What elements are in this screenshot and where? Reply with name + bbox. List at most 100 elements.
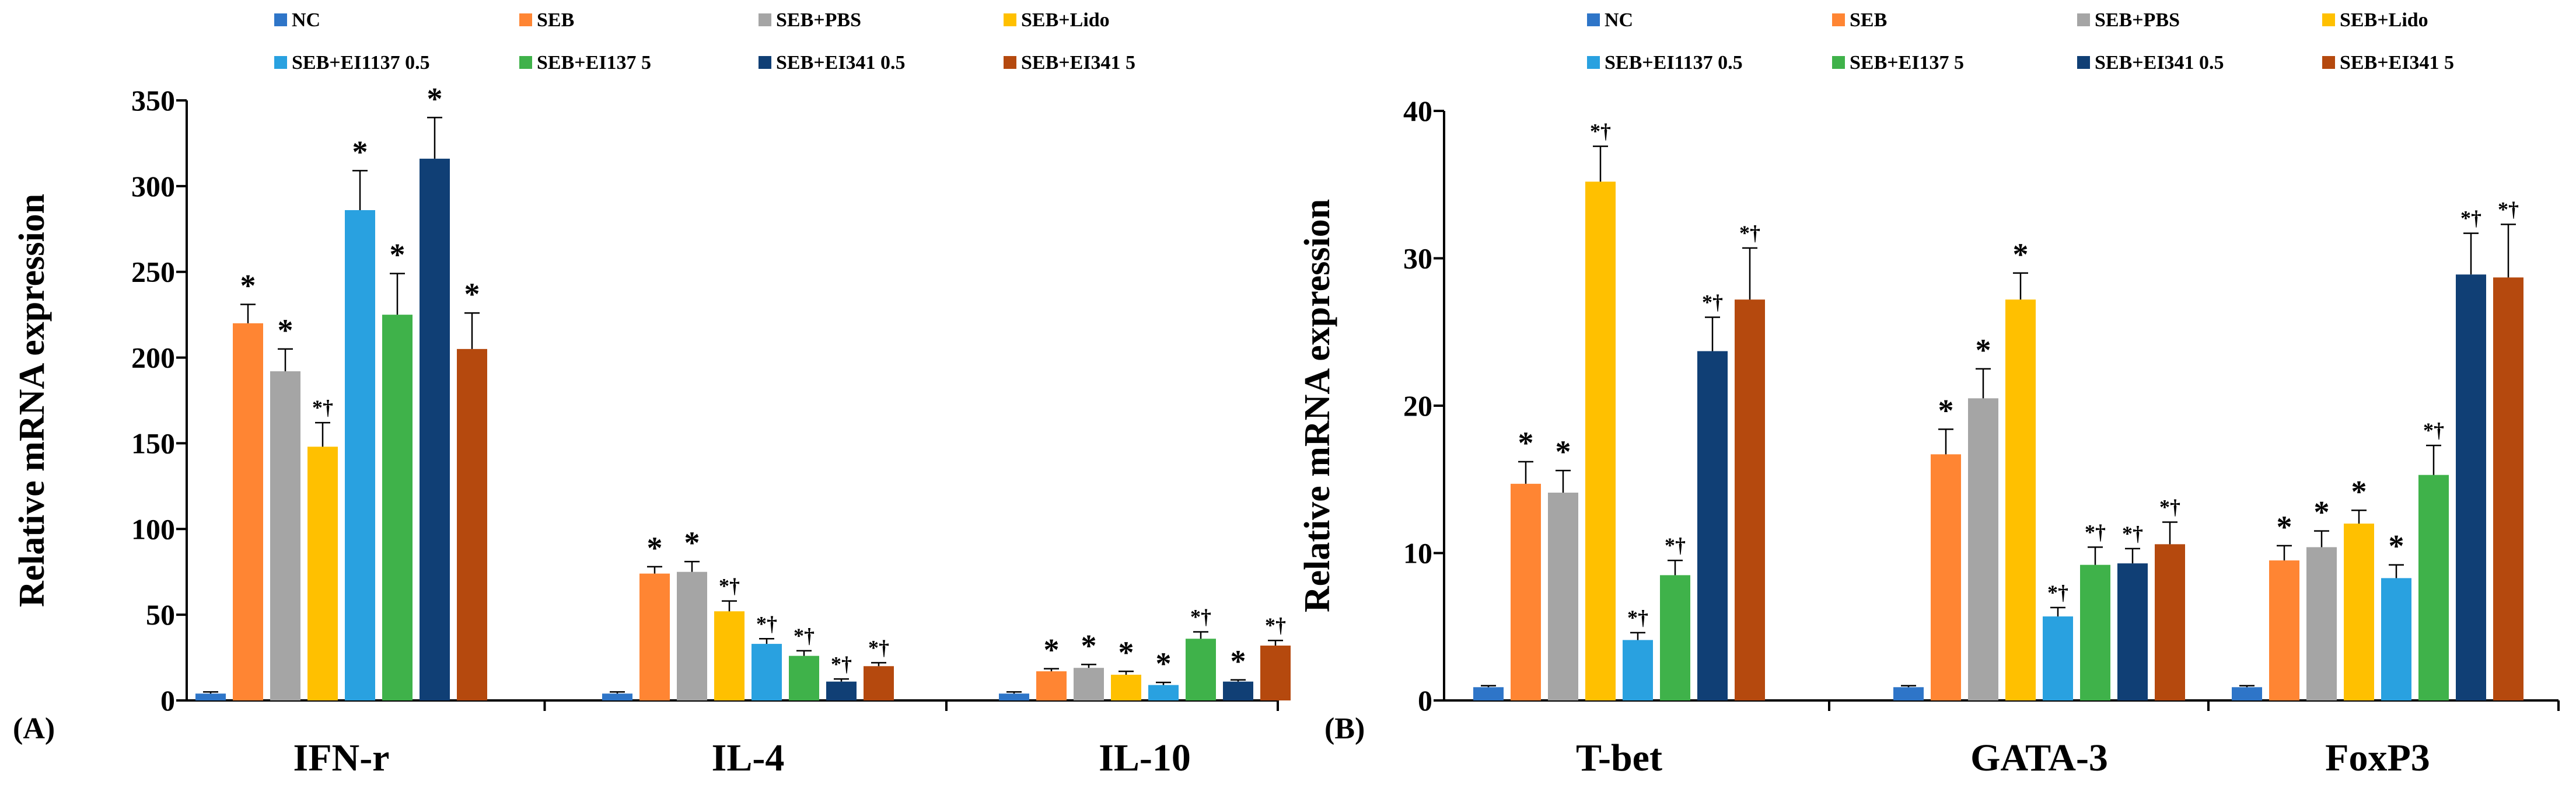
significance-mark: * bbox=[352, 134, 368, 169]
bar bbox=[2005, 299, 2036, 700]
significance-mark: * bbox=[1119, 635, 1134, 670]
legend-label: NC bbox=[292, 9, 320, 31]
bar bbox=[1036, 671, 1067, 700]
legend-swatch bbox=[759, 13, 771, 26]
significance-mark: * bbox=[1044, 633, 1060, 668]
y-tick-label: 300 bbox=[131, 170, 175, 203]
significance-mark: * bbox=[278, 313, 293, 348]
legend-label: SEB+EI137 5 bbox=[537, 52, 651, 74]
y-tick-label: 0 bbox=[160, 684, 175, 717]
significance-mark: *† bbox=[2047, 581, 2068, 604]
bar bbox=[1223, 681, 1253, 700]
legend-label: SEB+EI1137 0.5 bbox=[1605, 52, 1743, 74]
legend-label: SEB+EI341 0.5 bbox=[776, 52, 906, 74]
bar bbox=[2456, 274, 2486, 700]
bar bbox=[1893, 687, 1924, 700]
legend-label: SEB bbox=[537, 9, 574, 31]
legend-swatch bbox=[1832, 56, 1845, 69]
bar bbox=[1148, 685, 1179, 700]
bar bbox=[382, 315, 413, 700]
significance-mark: * bbox=[390, 238, 406, 273]
significance-mark: *† bbox=[794, 624, 815, 647]
bar bbox=[1623, 640, 1653, 700]
significance-mark: * bbox=[1081, 628, 1097, 663]
bar bbox=[2381, 578, 2411, 700]
significance-mark: * bbox=[1231, 644, 1246, 679]
significance-mark: *† bbox=[719, 574, 740, 598]
plot-b: 0 10 20 30 40 Relative mRNA expression T-bet * *… bbox=[1298, 95, 2560, 779]
significance-mark: * bbox=[2314, 495, 2330, 530]
bar bbox=[1111, 674, 1141, 700]
bar bbox=[2232, 687, 2262, 700]
bar bbox=[714, 611, 745, 700]
bar bbox=[1260, 646, 1291, 700]
bar bbox=[1186, 639, 1216, 700]
bar bbox=[457, 348, 487, 700]
significance-mark: * bbox=[647, 531, 663, 566]
significance-mark: *† bbox=[1190, 605, 1211, 629]
bar bbox=[420, 158, 450, 700]
y-tick-label: 20 bbox=[1403, 389, 1432, 422]
category-label: FoxP3 bbox=[2325, 737, 2430, 779]
significance-mark: * bbox=[1518, 426, 1534, 461]
category-label: IL-10 bbox=[1099, 737, 1191, 779]
legend-swatch bbox=[519, 56, 532, 69]
bar bbox=[602, 693, 632, 700]
legend-swatch bbox=[759, 56, 771, 69]
legend-swatch bbox=[1004, 56, 1016, 69]
legend-swatch bbox=[1832, 13, 1845, 26]
bar bbox=[826, 681, 857, 700]
bar bbox=[2269, 560, 2299, 700]
legend-a: NC SEB SEB+PBS SEB+Lido SEB+EI1137 0.5 SEB+EI… bbox=[274, 9, 1135, 74]
legend-label: SEB+EI341 0.5 bbox=[2095, 52, 2224, 74]
y-tick-label: 40 bbox=[1403, 95, 1432, 127]
bar bbox=[1931, 454, 1961, 700]
bar bbox=[2117, 563, 2148, 700]
bar bbox=[1473, 687, 1504, 700]
significance-mark: *† bbox=[868, 636, 889, 659]
significance-mark: * bbox=[240, 269, 256, 304]
panel-label: (B) bbox=[1324, 712, 1365, 745]
bar bbox=[1074, 668, 1104, 700]
legend-swatch bbox=[274, 13, 287, 26]
significance-mark: * bbox=[684, 525, 700, 560]
bar bbox=[307, 447, 338, 700]
y-tick-label: 250 bbox=[131, 256, 175, 288]
significance-mark: *† bbox=[312, 396, 333, 419]
category-label: GATA-3 bbox=[1970, 737, 2108, 779]
bar bbox=[270, 371, 300, 700]
bar bbox=[2306, 547, 2337, 700]
legend-label: NC bbox=[1605, 9, 1633, 31]
y-tick-label: 30 bbox=[1403, 242, 1432, 275]
legend-swatch bbox=[274, 56, 287, 69]
category-label: T-bet bbox=[1576, 737, 1662, 779]
significance-mark: * bbox=[427, 81, 443, 116]
bar bbox=[752, 644, 782, 700]
legend-swatch bbox=[1587, 56, 1600, 69]
significance-mark: *† bbox=[1702, 291, 1723, 314]
significance-mark: * bbox=[2351, 474, 2367, 509]
bar bbox=[233, 323, 263, 700]
legend-label: SEB bbox=[1850, 9, 1887, 31]
bar bbox=[999, 693, 1029, 700]
significance-mark: *† bbox=[2423, 419, 2444, 442]
significance-mark: *† bbox=[1739, 221, 1760, 245]
legend-label: SEB+PBS bbox=[2095, 9, 2180, 31]
bar bbox=[195, 693, 226, 700]
bar bbox=[1660, 575, 1690, 700]
significance-mark: *† bbox=[1627, 606, 1648, 629]
significance-mark: * bbox=[1938, 393, 1954, 428]
y-axis-title: Relative mRNA expression bbox=[1298, 199, 1337, 612]
significance-mark: * bbox=[1976, 333, 1991, 368]
y-tick-label: 100 bbox=[131, 512, 175, 545]
legend-swatch bbox=[1587, 13, 1600, 26]
legend-swatch bbox=[2077, 56, 2090, 69]
bar bbox=[2493, 277, 2523, 700]
legend-label: SEB+EI1137 0.5 bbox=[292, 52, 430, 74]
bar bbox=[2155, 544, 2185, 700]
plot-a: 0 50 100 150 200 250 300 350 Relative mRNA expre… bbox=[12, 81, 1291, 779]
y-tick-label: 350 bbox=[131, 84, 175, 117]
significance-mark: * bbox=[464, 277, 480, 312]
y-tick-label: 200 bbox=[131, 341, 175, 374]
legend-label: SEB+EI341 5 bbox=[2340, 52, 2454, 74]
